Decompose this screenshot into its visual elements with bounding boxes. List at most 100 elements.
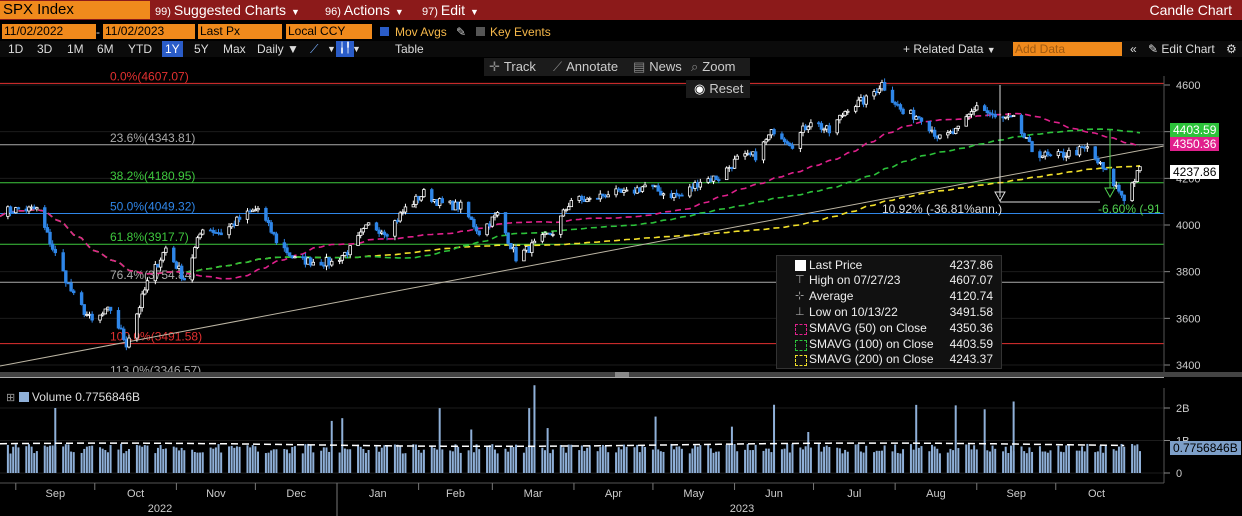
period-ytd[interactable]: YTD: [128, 42, 152, 56]
candle-down: [301, 256, 305, 259]
candle-down: [237, 216, 242, 220]
candle-down: [669, 193, 674, 198]
candle-up: [1130, 182, 1134, 202]
candle-up: [1077, 146, 1082, 156]
candle-down: [1104, 168, 1108, 171]
candle-down: [1022, 133, 1026, 138]
gear-icon[interactable]: ⚙: [1226, 42, 1237, 56]
candle-up: [453, 201, 458, 211]
annotate-icon: ⟋: [553, 59, 563, 74]
candle-down: [582, 199, 587, 203]
period-3d[interactable]: 3D: [37, 42, 53, 56]
candle-up: [622, 189, 626, 193]
legend-panel: Last Price 4237.86 ⊤ High on 07/27/23 4607…: [776, 255, 1002, 369]
candle-up: [414, 195, 418, 205]
period-1y[interactable]: 1Y: [162, 41, 183, 57]
suggested-charts-menu[interactable]: 99) Suggested Charts ▼: [155, 1, 300, 19]
period-6m[interactable]: 6M: [97, 42, 114, 56]
table-button[interactable]: Table: [395, 42, 424, 56]
line-chart-icon[interactable]: ⟋: [310, 42, 319, 56]
candle-down: [709, 178, 713, 182]
candle-down: [898, 104, 903, 110]
edit-menu[interactable]: 97) Edit ▼: [422, 1, 479, 19]
pencil-icon[interactable]: ✎: [456, 25, 467, 39]
legend-key: SMAVG (200) on Close: [809, 352, 934, 366]
candle-down: [487, 223, 492, 227]
annotate-button[interactable]: ⟋ Annotate: [548, 58, 628, 76]
actions-menu[interactable]: 96) Actions ▼: [325, 1, 404, 19]
legend-key: High on 07/27/23: [809, 273, 901, 287]
candle-up: [948, 131, 953, 134]
last-price-swatch: [795, 260, 806, 271]
edit-chart-button[interactable]: ✎ Edit Chart: [1148, 42, 1215, 56]
candle-down: [785, 141, 789, 144]
year-label: 2023: [730, 503, 754, 515]
legend-key: Average: [809, 289, 854, 303]
candle-up: [343, 251, 347, 256]
period-max[interactable]: Max: [223, 42, 246, 56]
candle-up: [1135, 170, 1140, 182]
candle-down: [474, 226, 479, 232]
candle-up: [856, 99, 860, 107]
reset-button[interactable]: ◉ Reset: [686, 80, 750, 98]
candle-up: [769, 129, 774, 136]
mov-avgs-checkbox[interactable]: [380, 27, 389, 36]
candle-down: [1101, 161, 1105, 170]
candle-up: [653, 185, 658, 188]
candle-down: [674, 192, 679, 196]
candle-down: [477, 230, 481, 236]
period-5y[interactable]: 5Y: [194, 42, 209, 56]
candle-down: [45, 227, 50, 233]
collapse-icon[interactable]: «: [1130, 42, 1137, 56]
track-button[interactable]: ✛ Track: [484, 58, 548, 76]
year-label: 2022: [148, 503, 172, 515]
candle-up: [640, 186, 645, 192]
period-1d[interactable]: 1D: [8, 42, 24, 56]
candle-down: [266, 219, 271, 223]
candle-down: [951, 131, 955, 134]
resize-handle[interactable]: [615, 372, 629, 377]
candle-up: [946, 132, 950, 136]
key-events-checkbox[interactable]: [476, 27, 485, 36]
candle-down: [1059, 151, 1063, 153]
candle-up: [843, 111, 847, 116]
start-date-input[interactable]: 11/02/2022: [2, 24, 96, 39]
period-1m[interactable]: 1M: [67, 42, 84, 56]
news-button[interactable]: ▤ News: [628, 58, 686, 76]
trend-line[interactable]: [0, 145, 1165, 367]
candle-down: [780, 133, 784, 140]
currency-select[interactable]: Local CCY: [286, 24, 372, 39]
add-data-input[interactable]: Add Data: [1013, 42, 1122, 56]
volume-average-line: [0, 442, 1125, 448]
candle-up: [29, 206, 34, 209]
candle-up: [877, 88, 882, 93]
expand-icon[interactable]: ⊞: [6, 392, 16, 404]
zoom-button[interactable]: ⌕ Zoom: [686, 58, 750, 76]
related-data-button[interactable]: + Related Data ▼: [903, 42, 996, 56]
time-axis: Sep Oct Nov Dec Jan Feb Mar Apr May Jun Jul Aug Sep O…: [15, 483, 1105, 516]
legend-value: 4237.86: [949, 258, 993, 272]
candle-down: [730, 167, 734, 169]
candle-type-icon[interactable]: ╽╿: [336, 41, 355, 57]
candle-up: [838, 114, 842, 121]
candle-up: [938, 134, 942, 139]
end-date-input[interactable]: 11/02/2023: [103, 24, 195, 39]
candle-up: [330, 260, 334, 266]
candle-up: [761, 141, 766, 161]
candle-down: [1093, 146, 1097, 160]
candle-down: [890, 89, 895, 103]
month-label: Dec: [286, 488, 306, 500]
ticker-input[interactable]: SPX Index: [0, 1, 150, 19]
candle-down: [503, 212, 508, 234]
candle-down: [216, 232, 221, 235]
legend-high: ⊤ High on 07/27/23 4607.07: [781, 273, 997, 288]
candle-down: [274, 233, 279, 244]
candle-down: [901, 108, 905, 115]
candle-down: [1117, 184, 1121, 192]
candle-up: [495, 212, 500, 216]
candle-down: [617, 188, 621, 191]
field-select[interactable]: Last Px: [198, 24, 282, 39]
frequency-select[interactable]: Daily ▼: [257, 42, 299, 56]
candle-down: [182, 278, 186, 281]
